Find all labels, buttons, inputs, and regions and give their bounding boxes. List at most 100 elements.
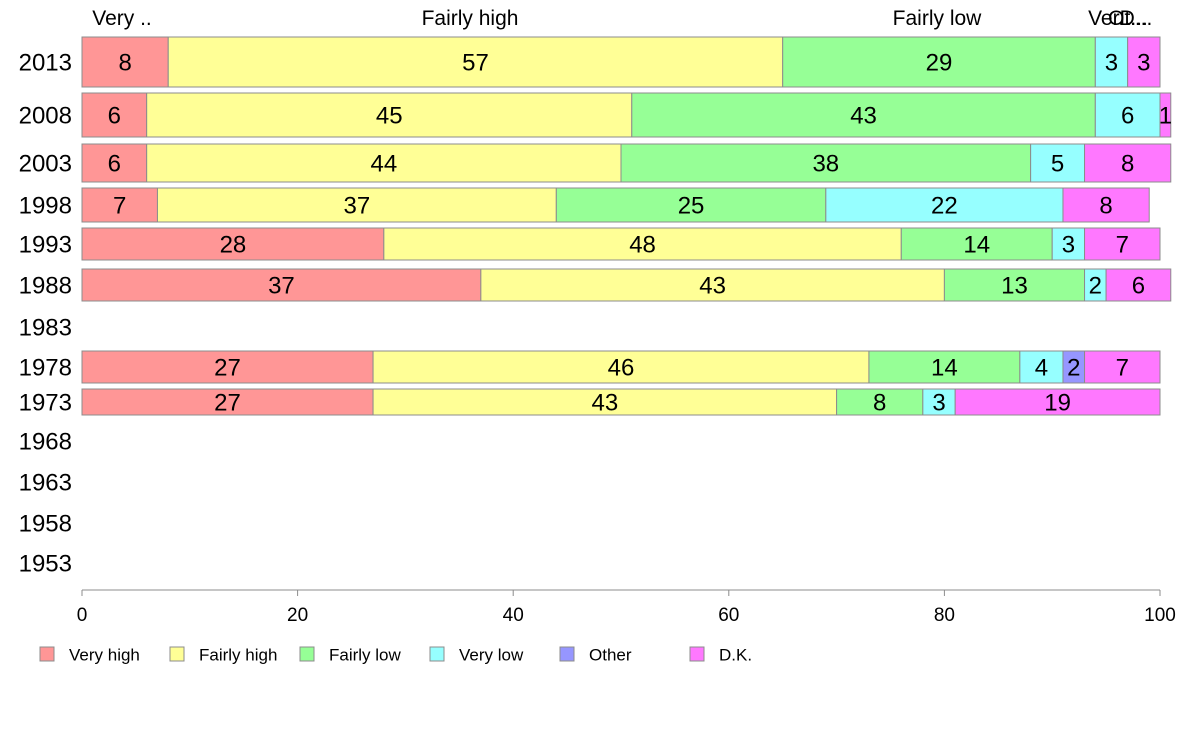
data-label: 6 xyxy=(108,103,121,130)
year-label-2003: 2003 xyxy=(19,151,72,178)
data-label: 14 xyxy=(963,232,990,259)
legend-item-very-high: Very high xyxy=(39,646,140,665)
data-label: 57 xyxy=(462,50,489,77)
data-label: 43 xyxy=(591,390,618,417)
legend-item-d-k-: D.K. xyxy=(689,646,752,665)
legend-label: Very high xyxy=(69,646,140,665)
data-label: 7 xyxy=(113,193,126,220)
data-label: 27 xyxy=(214,390,241,417)
data-label: 3 xyxy=(1062,232,1075,259)
data-label: 8 xyxy=(1121,151,1134,178)
x-tick-label: 100 xyxy=(1144,605,1176,626)
bar-segment-1993-d-k- xyxy=(1084,227,1161,261)
legend-swatch xyxy=(39,646,55,662)
legend-label: Fairly high xyxy=(199,646,277,665)
bar-segment-2008-fairly-low xyxy=(631,92,1096,138)
bar-segment-1973-very-low xyxy=(922,388,956,416)
data-label: 22 xyxy=(931,193,958,220)
data-label: 8 xyxy=(118,50,131,77)
legend-item-very-low: Very low xyxy=(429,646,524,665)
legend-item-fairly-low: Fairly low xyxy=(299,646,402,665)
legend-swatch xyxy=(169,646,185,662)
bar-segment-2003-d-k- xyxy=(1084,143,1172,183)
bar-segment-1973-very-high xyxy=(81,388,374,416)
x-tick-label: 0 xyxy=(77,605,88,626)
bar-segment-2003-fairly-high xyxy=(146,143,622,183)
year-label-1968: 1968 xyxy=(19,429,72,456)
data-label: 2 xyxy=(1067,355,1080,382)
bar-segment-2013-d-k- xyxy=(1127,36,1161,88)
bar-segment-1998-very-high xyxy=(81,187,158,223)
bar-segment-1998-d-k- xyxy=(1062,187,1150,223)
year-label-1988: 1988 xyxy=(19,273,72,300)
top-label-3: Ver... xyxy=(1088,7,1136,30)
data-label: 37 xyxy=(344,193,371,220)
data-label: 19 xyxy=(1044,390,1071,417)
legend-label: Other xyxy=(589,646,632,665)
data-label: 3 xyxy=(1137,50,1150,77)
top-label-5: D... xyxy=(1120,7,1153,30)
year-label-1983: 1983 xyxy=(19,315,72,342)
bar-segment-1973-fairly-low xyxy=(836,388,924,416)
bar-segment-1973-d-k- xyxy=(954,388,1161,416)
top-label-2: Fairly low xyxy=(893,7,983,30)
top-label-1: Fairly high xyxy=(422,7,519,30)
bar-segment-2008-very-low xyxy=(1094,92,1161,138)
data-label: 2 xyxy=(1089,273,1102,300)
data-label: 29 xyxy=(926,50,953,77)
data-label: 3 xyxy=(1105,50,1118,77)
x-tick-label: 60 xyxy=(718,605,739,626)
bar-segment-1978-fairly-low xyxy=(868,350,1021,384)
bar-segment-1978-d-k- xyxy=(1084,350,1161,384)
year-label-2013: 2013 xyxy=(19,50,72,77)
top-label-0: Very .. xyxy=(92,7,152,30)
year-labels: 2013 2008 2003 1998 1993 1988 1983 1978 1973 1968… xyxy=(19,50,72,578)
bar-segment-2003-very-low xyxy=(1030,143,1086,183)
bar-segment-2008-d-k- xyxy=(1159,92,1172,138)
data-label: 1 xyxy=(1159,103,1172,130)
bar-segment-1978-fairly-high xyxy=(372,350,870,384)
bar-segment-2008-fairly-high xyxy=(146,92,633,138)
bar-segment-1998-fairly-high xyxy=(156,187,557,223)
data-label: 46 xyxy=(608,355,635,382)
data-label: 28 xyxy=(220,232,247,259)
x-tick-label: 20 xyxy=(287,605,308,626)
year-label-1973: 1973 xyxy=(19,390,72,417)
bar-segment-2013-very-low xyxy=(1094,36,1129,88)
bar-segment-1993-fairly-low xyxy=(900,227,1053,261)
bar-segment-1978-very-low xyxy=(1019,350,1064,384)
data-label: 8 xyxy=(1099,193,1112,220)
data-label: 38 xyxy=(812,151,839,178)
legend-item-fairly-high: Fairly high xyxy=(169,646,277,665)
data-label: 6 xyxy=(108,151,121,178)
legend-label: Very low xyxy=(459,646,524,665)
bars: 8 57 29 3 36 45 43 6 16 44 38 5 87 37 25 22 828 48 14 3 737 4… xyxy=(81,36,1172,417)
data-label: 6 xyxy=(1132,273,1145,300)
data-label: 43 xyxy=(850,103,877,130)
x-tick-label: 80 xyxy=(934,605,955,626)
year-label-1958: 1958 xyxy=(19,511,72,538)
bar-segment-1988-very-high xyxy=(81,268,482,302)
data-label: 8 xyxy=(873,390,886,417)
legend-swatch xyxy=(559,646,575,662)
bar-segment-1988-fairly-low xyxy=(943,268,1086,302)
year-label-1993: 1993 xyxy=(19,232,72,259)
data-label: 25 xyxy=(678,193,705,220)
data-label: 4 xyxy=(1035,355,1048,382)
legend-swatch xyxy=(689,646,705,662)
x-axis: 0 20 40 60 80 100 xyxy=(77,589,1176,626)
bar-segment-1998-fairly-low xyxy=(555,187,827,223)
legend-label: Fairly low xyxy=(329,646,402,665)
bar-segment-1978-very-high xyxy=(81,350,374,384)
bar-segment-2008-very-high xyxy=(81,92,148,138)
bar-segment-1973-fairly-high xyxy=(372,388,838,416)
bar-segment-2013-fairly-low xyxy=(782,36,1096,88)
legend-swatch xyxy=(299,646,315,662)
data-label: 43 xyxy=(699,273,726,300)
data-label: 27 xyxy=(214,355,241,382)
bar-segment-1993-very-low xyxy=(1051,227,1086,261)
data-label: 45 xyxy=(376,103,403,130)
legend-label: D.K. xyxy=(719,646,752,665)
data-label: 3 xyxy=(932,390,945,417)
data-label: 7 xyxy=(1116,232,1129,259)
